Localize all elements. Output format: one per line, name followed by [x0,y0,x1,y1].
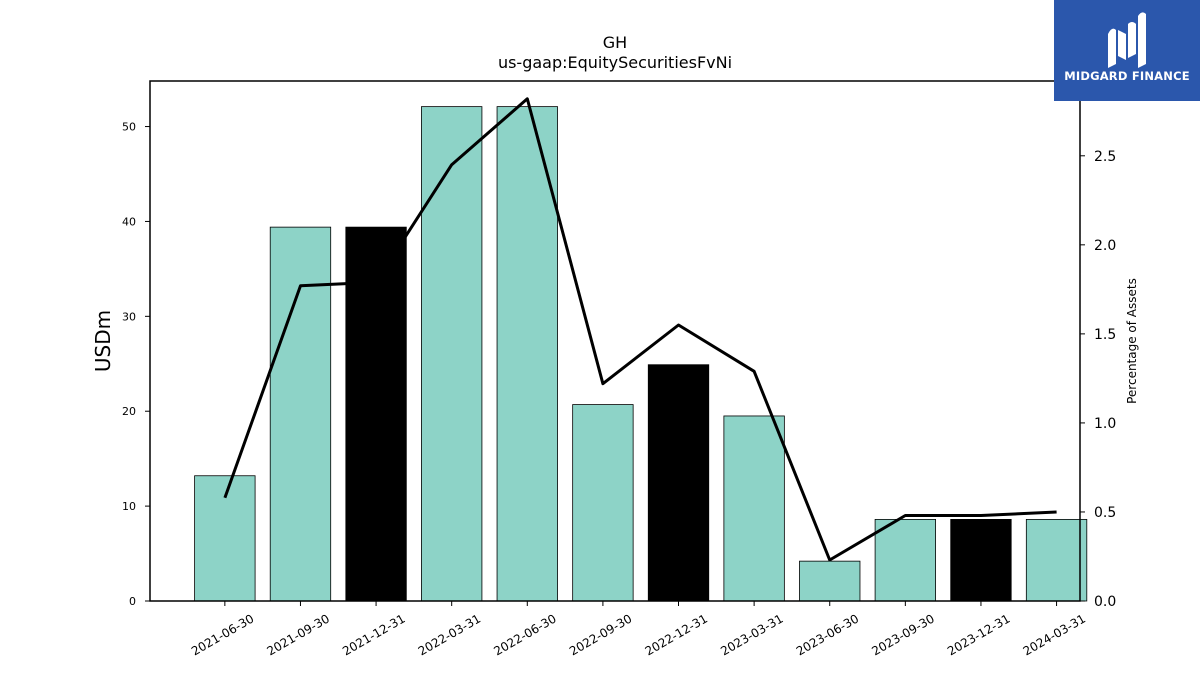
x-tick-label: 2024-03-31 [1021,611,1088,658]
y2-tick-label: 2.0 [1094,238,1116,254]
y-tick-label: 40 [122,215,136,228]
y-tick-label: 20 [122,405,136,418]
x-tick-label: 2022-12-31 [643,611,710,658]
chart-title: GH [603,33,627,52]
plot-frame [149,80,1081,602]
line-group [223,97,1057,562]
x-tick-label: 2022-09-30 [567,611,634,658]
bar [799,560,861,602]
y-axis-label: USDm [91,310,115,372]
bar [345,226,407,602]
bar [572,404,634,602]
line-series [223,97,1057,562]
bar [496,106,558,602]
y2-tick-label: 1.5 [1094,327,1116,343]
y2-tick-label: 2.5 [1094,149,1116,165]
y2-tick-label: 0.5 [1094,505,1116,521]
x-tick-label: 2021-06-30 [189,611,256,658]
y2-axis: 0.0 0.5 1.0 1.5 2.0 2.5 [1080,149,1116,610]
bar [723,415,785,602]
logo-mark-icon [1108,12,1146,68]
y2-tick-label: 0.0 [1094,594,1116,610]
x-tick-label: 2022-06-30 [491,611,558,658]
y-tick-label: 10 [122,500,136,513]
bar [950,518,1012,602]
y-tick-label: 0 [129,595,136,608]
logo-text: MIDGARD FINANCE [1064,69,1190,83]
bar [1025,518,1088,602]
y-axis: 0 10 20 30 40 50 [122,121,150,608]
bar [647,364,710,602]
x-tick-label: 2021-12-31 [340,611,407,658]
x-tick-label: 2023-06-30 [794,611,861,658]
bar [269,226,332,602]
x-tick-label: 2023-12-31 [945,611,1012,658]
y2-tick-label: 1.0 [1094,416,1116,432]
y2-axis-label: Percentage of Assets [1125,278,1139,404]
bars-group [194,106,1088,602]
brand-logo: MIDGARD FINANCE [1054,0,1200,101]
x-tick-label: 2023-03-31 [718,611,785,658]
x-tick-label: 2022-03-31 [416,611,483,658]
bar [874,518,936,602]
x-axis: 2021-06-30 2021-09-30 2021-12-31 2022-03-31… [189,601,1088,658]
bar [421,106,483,602]
y-tick-label: 50 [122,121,136,134]
chart-subtitle: us-gaap:EquitySecuritiesFvNi [498,53,732,72]
x-tick-label: 2021-09-30 [265,611,332,658]
y-tick-label: 30 [122,310,136,323]
x-tick-label: 2023-09-30 [869,611,936,658]
